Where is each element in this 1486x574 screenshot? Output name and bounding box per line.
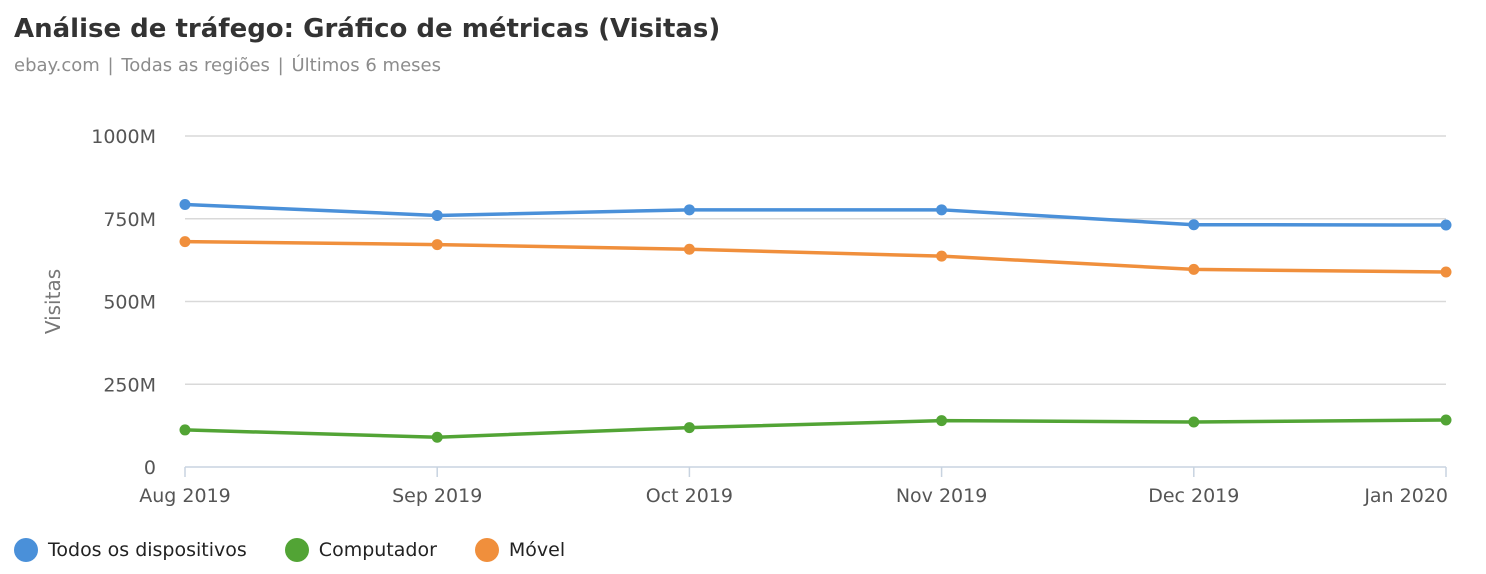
- data-point[interactable]: [683, 243, 695, 255]
- legend-item[interactable]: Todos os dispositivos: [14, 538, 247, 562]
- data-point[interactable]: [179, 236, 191, 248]
- legend-label: Móvel: [508, 539, 566, 561]
- data-point[interactable]: [1440, 219, 1452, 231]
- data-point[interactable]: [431, 209, 443, 221]
- chart-subtitle: ebay.com | Todas as regiões | Últimos 6 …: [14, 55, 441, 76]
- legend-dot-icon: [474, 538, 499, 562]
- grid-lines: [185, 135, 1446, 385]
- data-point[interactable]: [936, 250, 948, 262]
- x-axis: Aug 2019 Sep 2019 Oct 2019 Nov 2019 Dec 2019…: [139, 466, 1448, 507]
- y-axis-title: Visitas: [41, 269, 65, 334]
- data-point[interactable]: [683, 204, 695, 216]
- data-point[interactable]: [431, 239, 443, 251]
- data-point[interactable]: [1440, 266, 1452, 278]
- y-tick-label: 250M: [103, 374, 156, 396]
- x-tick-label: Nov 2019: [896, 485, 987, 507]
- subtitle-period: Últimos 6 meses: [291, 55, 441, 76]
- x-tick-label: Jan 2020: [1363, 485, 1448, 507]
- subtitle-domain: ebay.com: [14, 55, 100, 76]
- legend-item[interactable]: Móvel: [474, 538, 566, 562]
- y-tick-label: 750M: [103, 209, 156, 231]
- data-point[interactable]: [1440, 414, 1452, 426]
- data-point[interactable]: [431, 431, 443, 443]
- y-tick-label: 500M: [103, 292, 156, 314]
- legend: Todos os dispositivos Computador Móvel: [14, 538, 603, 562]
- legend-item[interactable]: Computador: [284, 538, 437, 562]
- data-point[interactable]: [683, 422, 695, 434]
- data-point[interactable]: [936, 415, 948, 427]
- data-point[interactable]: [1188, 263, 1200, 275]
- series-layer: [179, 199, 1452, 443]
- legend-dot-icon: [14, 538, 38, 562]
- series-line: [183, 202, 1448, 227]
- subtitle-region: Todas as regiões: [121, 55, 270, 76]
- x-tick-label: Aug 2019: [139, 485, 231, 507]
- y-axis-ticks: 0 250M 500M 750M 1000M: [91, 126, 156, 479]
- series-line: [183, 418, 1448, 439]
- x-tick-label: Dec 2019: [1148, 485, 1239, 507]
- series-line: [183, 239, 1448, 274]
- chart-title: Análise de tráfego: Gráfico de métricas …: [14, 14, 721, 44]
- subtitle-separator: |: [277, 55, 284, 76]
- legend-label: Computador: [318, 539, 437, 561]
- data-point[interactable]: [1188, 416, 1200, 428]
- legend-dot-icon: [284, 538, 309, 562]
- y-tick-label: 1000M: [91, 126, 156, 148]
- x-tick-label: Oct 2019: [646, 485, 733, 507]
- legend-label: Todos os dispositivos: [48, 539, 247, 561]
- data-point[interactable]: [936, 204, 948, 216]
- data-point[interactable]: [179, 199, 191, 211]
- x-tick-label: Sep 2019: [392, 485, 482, 507]
- data-point[interactable]: [1188, 219, 1200, 231]
- y-tick-label: 0: [144, 457, 156, 479]
- subtitle-separator: |: [107, 55, 114, 76]
- data-point[interactable]: [179, 424, 191, 436]
